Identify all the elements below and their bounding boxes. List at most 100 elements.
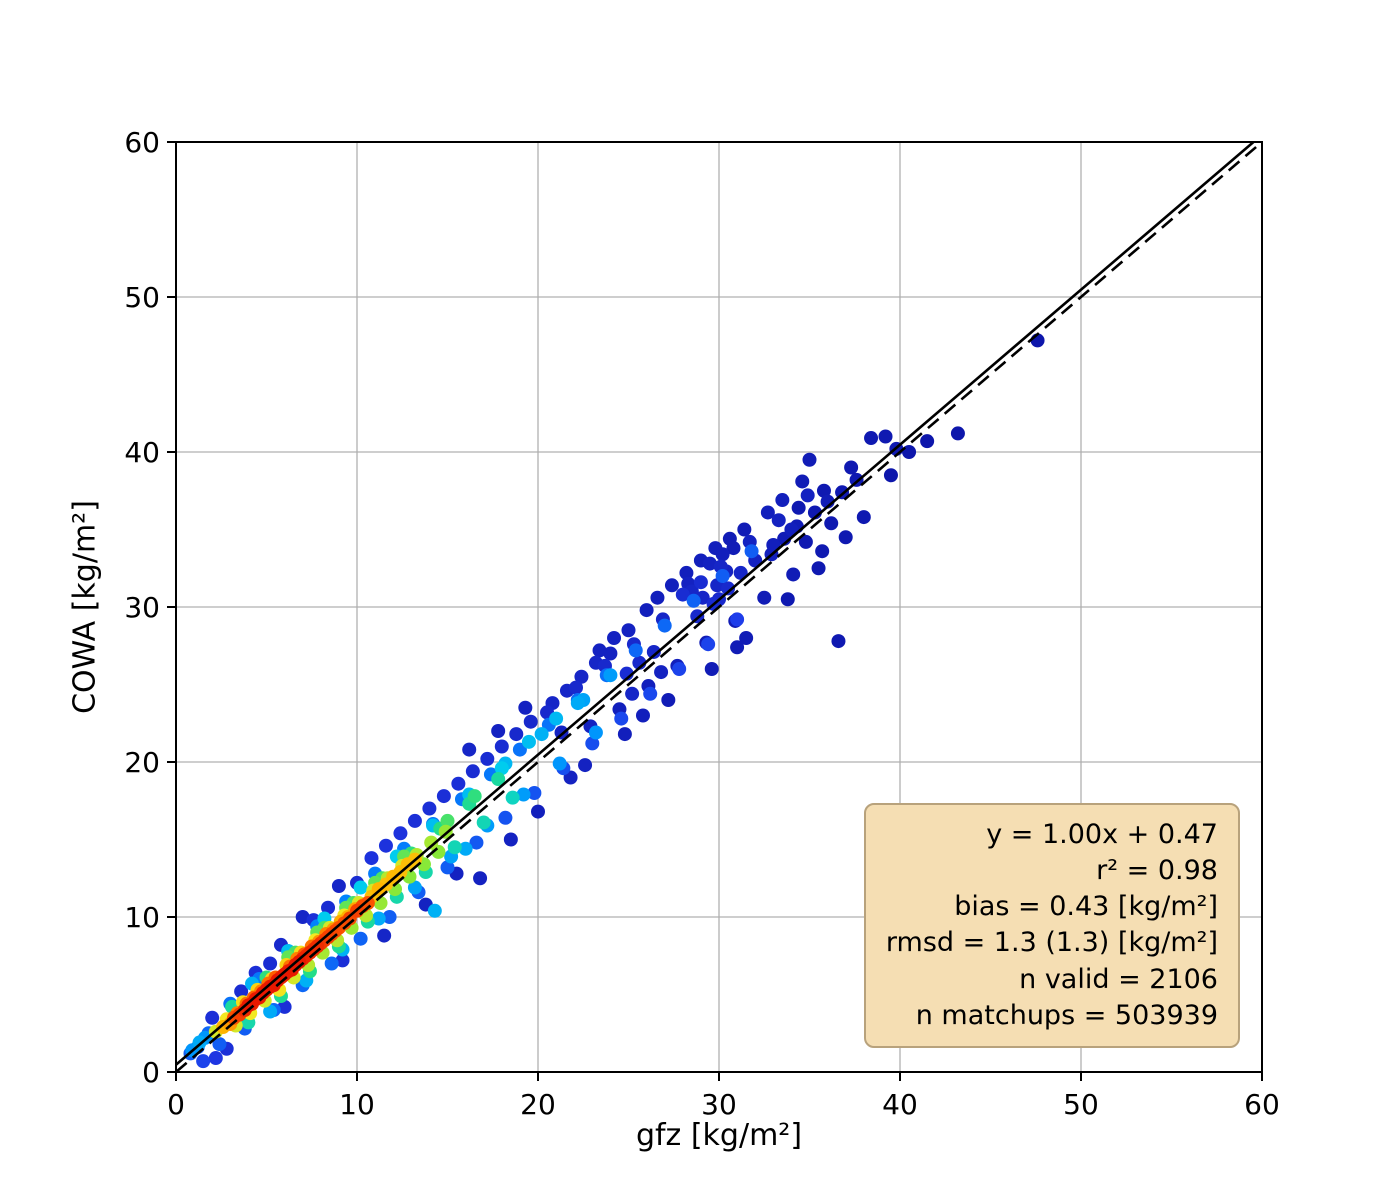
- scatter-point: [757, 590, 772, 605]
- scatter-point: [422, 801, 437, 816]
- scatter-point: [378, 838, 393, 853]
- scatter-point: [920, 434, 935, 449]
- scatter-point: [693, 575, 708, 590]
- scatter-point: [679, 565, 694, 580]
- scatter-point: [427, 903, 442, 918]
- scatter-point: [950, 426, 965, 441]
- scatter-point: [491, 772, 506, 787]
- scatter-point: [277, 999, 292, 1014]
- scatter-point: [639, 603, 654, 618]
- scatter-point: [721, 581, 736, 596]
- scatter-point: [643, 686, 658, 701]
- scatter-point: [382, 910, 397, 924]
- scatter-point: [447, 840, 462, 855]
- scatter-point: [462, 742, 477, 757]
- scatter-point: [621, 623, 636, 638]
- scatter-point: [516, 787, 531, 802]
- scatter-point: [578, 758, 593, 773]
- scatter-point: [726, 541, 741, 556]
- scatter-point: [771, 513, 786, 528]
- scatter-point: [733, 565, 748, 580]
- scatter-point: [549, 711, 564, 726]
- x-tick-label: 10: [339, 1088, 375, 1121]
- scatter-point: [654, 665, 669, 680]
- scatter-point: [424, 835, 439, 850]
- scatter-point: [878, 429, 893, 444]
- scatter-point: [212, 1037, 227, 1052]
- scatter-point: [407, 880, 422, 895]
- scatter-point: [234, 984, 249, 999]
- scatter-point: [523, 714, 538, 729]
- scatter-point: [353, 880, 368, 895]
- scatter-point: [704, 662, 719, 676]
- scatter-point: [585, 736, 600, 751]
- scatter-point: [321, 900, 336, 915]
- scatter-point: [737, 522, 752, 537]
- scatter-point: [800, 488, 815, 503]
- scatter-point: [196, 1054, 211, 1069]
- scatter-point: [786, 567, 801, 582]
- fit-line: [176, 142, 1256, 1066]
- scatter-point: [476, 815, 491, 830]
- scatter-point: [657, 618, 672, 633]
- scatter-point: [838, 530, 853, 545]
- scatter-point: [856, 510, 871, 525]
- scatter-point: [864, 431, 879, 446]
- scatter-point: [509, 727, 524, 742]
- scatter-point: [527, 786, 542, 800]
- y-tick-label: 40: [124, 436, 160, 469]
- scatter-point: [208, 1051, 223, 1066]
- x-tick-label: 20: [520, 1088, 556, 1121]
- scatter-point: [574, 669, 589, 684]
- scatter-point: [744, 544, 759, 559]
- scatter-point: [451, 776, 466, 791]
- scatter-point: [798, 534, 813, 549]
- scatter-point: [505, 790, 520, 805]
- scatter-point: [730, 612, 745, 627]
- scatter-point: [494, 761, 509, 776]
- scatter-point: [436, 789, 451, 804]
- scatter-point: [824, 516, 839, 531]
- scatter-point: [295, 910, 310, 924]
- scatter-point: [701, 637, 716, 652]
- scatter-point: [324, 956, 339, 971]
- scatter-point: [353, 931, 368, 946]
- scatter-point: [760, 505, 775, 520]
- y-tick-label: 20: [124, 746, 160, 779]
- scatter-point: [795, 474, 810, 489]
- scatter-point: [498, 810, 513, 825]
- scatter-point: [607, 631, 622, 645]
- scatter-point: [480, 751, 495, 766]
- scatter-point: [603, 646, 618, 661]
- scatter-point: [603, 668, 618, 683]
- scatter-point: [592, 643, 607, 658]
- scatter-point: [775, 493, 790, 508]
- y-axis-label: COWA [kg/m²]: [67, 500, 103, 714]
- y-tick-label: 0: [142, 1056, 160, 1089]
- scatter-point: [467, 789, 482, 804]
- y-tick-label: 30: [124, 591, 160, 624]
- stats-line-r-squared: r² = 0.98: [1096, 855, 1218, 887]
- x-axis-label: gfz [kg/m²]: [635, 1118, 803, 1153]
- stats-line-n-matchups: n matchups = 503939: [915, 999, 1218, 1031]
- scatter-point: [730, 640, 745, 655]
- scatter-point: [440, 813, 455, 828]
- scatter-point: [440, 860, 455, 875]
- stats-box: y = 1.00x + 0.47 r² = 0.98 bias = 0.43 […: [863, 802, 1240, 1048]
- scatter-point: [371, 911, 386, 926]
- scatter-point: [675, 587, 690, 602]
- scatter-point: [617, 727, 632, 742]
- scatter-point: [646, 644, 661, 659]
- scatter-point: [588, 725, 603, 740]
- scatter-point: [614, 711, 629, 726]
- stats-line-rmsd: rmsd = 1.3 (1.3) [kg/m²]: [885, 927, 1218, 959]
- y-tick-label: 60: [124, 126, 160, 159]
- scatter-point: [811, 561, 826, 576]
- scatter-point: [393, 826, 408, 841]
- x-tick-label: 50: [1063, 1088, 1099, 1121]
- scatter-point: [531, 804, 545, 819]
- x-tick-label: 40: [882, 1088, 918, 1121]
- scatter-point: [458, 841, 473, 856]
- identity-line: [176, 142, 1262, 1072]
